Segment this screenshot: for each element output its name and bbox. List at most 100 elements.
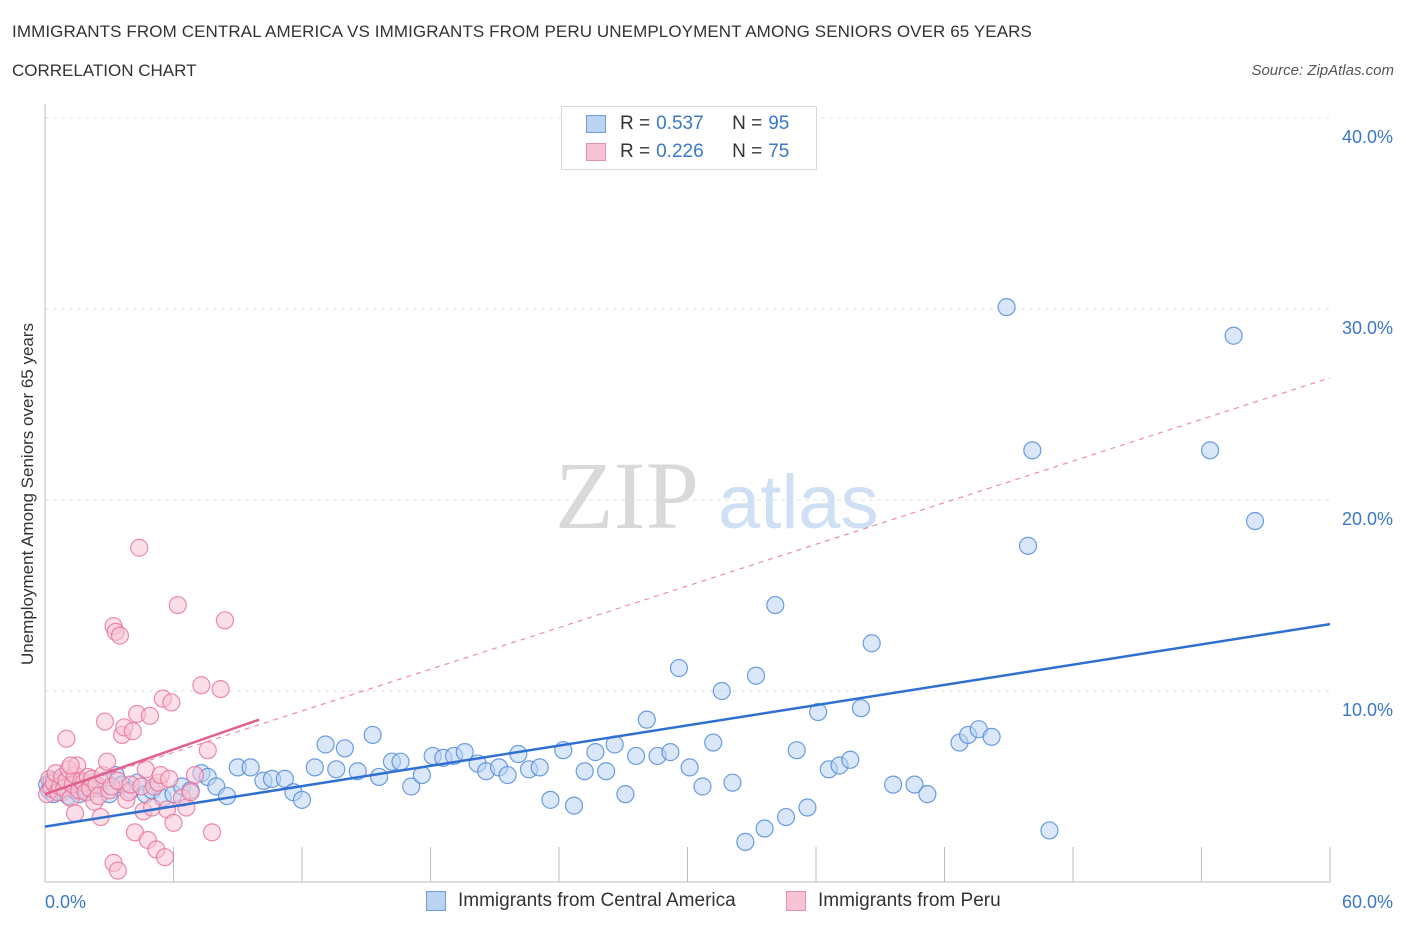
point-central-america [851,699,871,718]
legend-item-peru[interactable]: Immigrants from Peru [786,890,1001,912]
point-central-america [982,727,1001,746]
point-central-america [363,725,382,745]
stats-row-central-america: R = 0.537 N = 95 [586,112,789,136]
point-peru [155,848,175,867]
point-peru [185,765,205,785]
point-central-america [704,733,723,752]
point-central-america [997,297,1016,317]
legend-swatch-pink [786,891,806,911]
point-peru [130,538,149,557]
point-peru [57,729,76,748]
point-central-america [766,595,785,615]
stats-legend: R = 0.537 N = 95 R = 0.226 N = 75 [561,106,817,170]
point-central-america [586,743,605,762]
point-central-america [712,681,731,701]
point-central-america [809,702,828,722]
point-central-america [680,758,699,777]
point-central-america [530,758,549,777]
watermark-atlas: atlas [718,460,879,545]
watermark-zip: ZIP [555,442,699,549]
point-peru [98,752,117,771]
point-central-america [305,758,324,777]
point-peru [215,611,234,630]
point-peru [202,823,222,842]
point-central-america [746,666,766,685]
point-central-america [841,750,860,769]
point-central-america [787,741,806,760]
point-central-america [626,746,646,766]
point-central-america [1200,441,1220,460]
point-peru [95,712,115,731]
legend-label: Immigrants from Central America [458,890,736,911]
point-peru [192,676,211,695]
legend-item-central-america[interactable]: Immigrants from Central America [426,890,736,912]
point-central-america [335,739,354,758]
trend-lines [44,377,1331,828]
point-central-america [327,760,346,779]
point-central-america [275,769,294,788]
point-central-america [498,765,517,785]
point-central-america [905,775,924,794]
axes [44,104,1331,883]
point-central-america [776,807,796,827]
r-value: 0.226 [656,141,704,162]
point-central-america [918,785,937,804]
point-peru [211,679,230,699]
point-central-america [693,777,712,796]
trend-line-peru-extended [44,377,1331,795]
stats-row-peru: R = 0.226 N = 75 [586,140,789,164]
point-central-america [883,775,903,794]
point-central-america [862,634,881,653]
point-peru [160,769,179,788]
legend-swatch-pink [586,143,606,161]
point-central-america [1040,821,1059,840]
point-central-america [798,798,817,817]
point-central-america [292,790,312,809]
x-tick-label: 0.0% [45,892,86,912]
legend-swatch-blue [426,891,446,911]
point-central-america [575,762,594,781]
x-tick-label: 60.0% [1342,892,1393,912]
y-tick-label: 40.0% [1342,127,1393,147]
r-value: 0.537 [656,113,704,134]
watermark: ZIP atlas [555,442,879,549]
trend-line-peru [44,718,260,796]
n-label: N = [732,141,763,162]
n-label: N = [732,113,763,134]
point-peru [164,813,183,832]
y-tick-label: 20.0% [1342,509,1393,529]
point-central-america [1023,441,1042,460]
point-central-america [755,819,774,838]
trend-line-central-america [44,622,1331,828]
n-value: 95 [768,113,790,134]
point-central-america [616,785,635,804]
point-central-america [370,767,389,787]
data-points [38,297,1265,880]
point-central-america [661,743,680,762]
point-central-america [564,796,584,815]
y-axis-label: Unemployment Among Seniors over 65 years [18,322,37,666]
point-central-america [723,773,742,792]
point-central-america [1224,326,1243,345]
point-peru [162,693,181,712]
point-peru [142,798,162,817]
point-peru [140,706,160,725]
point-peru [168,595,187,615]
point-central-america [241,758,260,777]
point-central-america [402,777,421,796]
point-central-america [316,735,335,754]
point-central-america [736,832,755,851]
r-label: R = [620,141,651,162]
y-tick-label: 10.0% [1342,700,1393,720]
point-central-america [637,710,656,729]
point-peru [181,783,200,802]
point-peru [108,861,127,880]
legend-swatch-blue [586,115,606,133]
point-central-america [597,762,616,781]
point-peru [65,804,85,823]
point-central-america [1018,536,1038,555]
point-central-america [1245,511,1265,531]
point-central-america [391,752,410,771]
chart-subtitle: CORRELATION CHART [12,61,197,80]
